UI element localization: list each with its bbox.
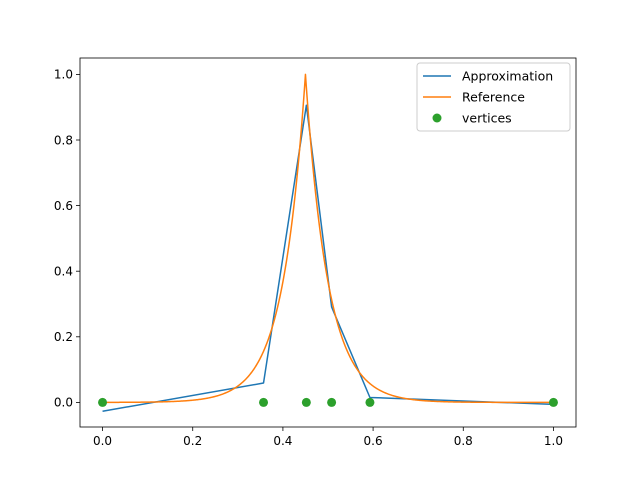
x-tick-label: 0.8: [454, 434, 473, 448]
x-tick-label: 0.2: [183, 434, 202, 448]
legend-label-vertices: vertices: [462, 111, 512, 126]
y-tick-label: 0.0: [54, 396, 73, 410]
y-tick-label: 1.0: [54, 68, 73, 82]
vertex-point: [548, 397, 558, 407]
y-tick-label: 0.6: [54, 199, 73, 213]
vertex-point: [365, 397, 375, 407]
legend-label-approximation: Approximation: [462, 69, 553, 84]
legend-label-reference: Reference: [462, 90, 525, 105]
x-tick-label: 0.4: [273, 434, 292, 448]
y-tick-label: 0.2: [54, 330, 73, 344]
legend: Approximation Reference vertices: [416, 62, 571, 132]
vertex-point: [327, 397, 337, 407]
x-tick-label: 1.0: [544, 434, 563, 448]
y-tick-label: 0.4: [54, 265, 73, 279]
vertex-point: [259, 397, 269, 407]
x-tick-label: 0.0: [93, 434, 112, 448]
axes-frame: [79, 57, 577, 428]
plot-area: [98, 73, 558, 412]
vertex-point: [98, 397, 108, 407]
x-axis: 0.0 0.2 0.4 0.6 0.8 1.0: [93, 427, 563, 448]
x-tick-label: 0.6: [364, 434, 383, 448]
vertex-point: [301, 397, 311, 407]
legend-marker-vertices: [432, 113, 442, 123]
y-axis: 0.0 0.2 0.4 0.6 0.8 1.0: [54, 68, 80, 410]
y-tick-label: 0.8: [54, 133, 73, 147]
legend-box: [416, 62, 571, 132]
series-reference-curve: [102, 73, 554, 404]
